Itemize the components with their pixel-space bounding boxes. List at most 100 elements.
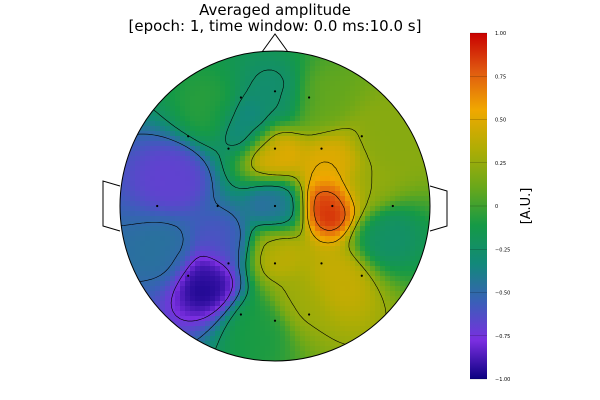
- heatmap-cell: [170, 301, 176, 307]
- heatmap-cell: [420, 266, 426, 272]
- heatmap-cell: [180, 221, 186, 227]
- heatmap-cell: [230, 186, 236, 192]
- heatmap-cell: [375, 296, 381, 302]
- heatmap-cell: [165, 116, 171, 122]
- heatmap-cell: [360, 91, 366, 97]
- heatmap-cell: [330, 56, 336, 62]
- heatmap-cell: [305, 256, 311, 262]
- heatmap-cell: [255, 141, 261, 147]
- heatmap-cell: [165, 131, 171, 137]
- heatmap-cell: [305, 291, 311, 297]
- heatmap-cell: [215, 116, 221, 122]
- heatmap-cell: [390, 271, 396, 277]
- heatmap-cell: [290, 276, 296, 282]
- heatmap-cell: [270, 66, 276, 72]
- heatmap-cell: [225, 91, 231, 97]
- heatmap-cell: [215, 141, 221, 147]
- heatmap-cell: [195, 191, 201, 197]
- heatmap-cell: [320, 61, 326, 67]
- heatmap-cell: [330, 286, 336, 292]
- heatmap-cell: [155, 186, 161, 192]
- heatmap-cell: [125, 171, 131, 177]
- heatmap-cell: [365, 146, 371, 152]
- heatmap-cell: [225, 86, 231, 92]
- heatmap-cell: [400, 121, 406, 127]
- heatmap-cell: [250, 351, 256, 357]
- heatmap-cell: [150, 191, 156, 197]
- heatmap-cell: [185, 86, 191, 92]
- heatmap-cell: [375, 121, 381, 127]
- heatmap-cell: [280, 261, 286, 267]
- heatmap-cell: [160, 186, 166, 192]
- heatmap-cell: [410, 256, 416, 262]
- heatmap-cell: [345, 326, 351, 332]
- heatmap-cell: [345, 251, 351, 257]
- heatmap-cell: [370, 106, 376, 112]
- heatmap-cell: [380, 226, 386, 232]
- heatmap-cell: [120, 201, 126, 207]
- heatmap-cell: [370, 126, 376, 132]
- heatmap-cell: [310, 341, 316, 347]
- heatmap-cell: [220, 116, 226, 122]
- heatmap-cell: [130, 171, 136, 177]
- heatmap-cell: [170, 81, 176, 87]
- heatmap-cell: [305, 146, 311, 152]
- heatmap-cell: [395, 231, 401, 237]
- heatmap-cell: [200, 336, 206, 342]
- electrode-marker: [227, 262, 230, 265]
- heatmap-cell: [255, 76, 261, 82]
- heatmap-cell: [220, 316, 226, 322]
- heatmap-cell: [315, 241, 321, 247]
- heatmap-cell: [310, 141, 316, 147]
- heatmap-cell: [255, 71, 261, 77]
- heatmap-cell: [415, 166, 421, 172]
- heatmap-cell: [240, 146, 246, 152]
- heatmap-cell: [390, 226, 396, 232]
- heatmap-cell: [145, 276, 151, 282]
- heatmap-cell: [245, 176, 251, 182]
- heatmap-cell: [275, 216, 281, 222]
- heatmap-cell: [280, 301, 286, 307]
- heatmap-cell: [190, 126, 196, 132]
- heatmap-cell: [415, 181, 421, 187]
- heatmap-cell: [160, 206, 166, 212]
- heatmap-cell: [235, 331, 241, 337]
- heatmap-cell: [145, 271, 151, 277]
- heatmap-cell: [230, 326, 236, 332]
- heatmap-cell: [155, 301, 161, 307]
- heatmap-cell: [250, 111, 256, 117]
- heatmap-cell: [315, 321, 321, 327]
- heatmap-cell: [320, 206, 326, 212]
- heatmap-cell: [320, 96, 326, 102]
- heatmap-cell: [275, 291, 281, 297]
- heatmap-cell: [420, 196, 426, 202]
- heatmap-cell: [230, 96, 236, 102]
- heatmap-cell: [355, 81, 361, 87]
- heatmap-cell: [145, 281, 151, 287]
- heatmap-cell: [280, 61, 286, 67]
- heatmap-cell: [335, 261, 341, 267]
- heatmap-cell: [195, 156, 201, 162]
- heatmap-cell: [220, 181, 226, 187]
- heatmap-cell: [235, 121, 241, 127]
- heatmap-cell: [265, 311, 271, 317]
- heatmap-cell: [180, 186, 186, 192]
- heatmap-cell: [355, 156, 361, 162]
- heatmap-cell: [210, 166, 216, 172]
- heatmap-cell: [350, 221, 356, 227]
- heatmap-cell: [405, 151, 411, 157]
- heatmap-cell: [265, 191, 271, 197]
- heatmap-cell: [335, 331, 341, 337]
- heatmap-cell: [190, 96, 196, 102]
- heatmap-cell: [375, 116, 381, 122]
- heatmap-cell: [310, 176, 316, 182]
- heatmap-cell: [260, 346, 266, 352]
- heatmap-cell: [350, 211, 356, 217]
- heatmap-cell: [205, 241, 211, 247]
- heatmap-cell: [265, 181, 271, 187]
- heatmap-cell: [385, 111, 391, 117]
- heatmap-cell: [120, 181, 126, 187]
- heatmap-cell: [170, 126, 176, 132]
- heatmap-cell: [380, 166, 386, 172]
- heatmap-cell: [340, 121, 346, 127]
